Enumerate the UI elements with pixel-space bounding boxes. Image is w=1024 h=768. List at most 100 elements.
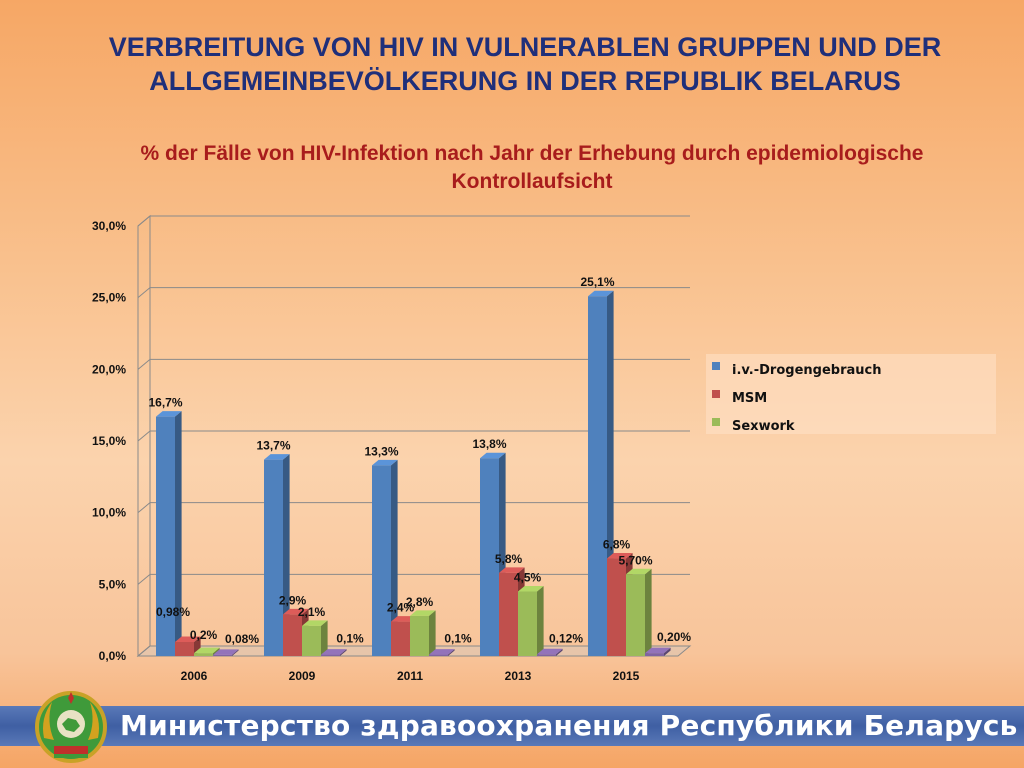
data-label: 0,1%: [336, 632, 364, 646]
bar-top: [588, 290, 614, 297]
gridline-diag: [137, 573, 151, 585]
bar-top: [372, 459, 398, 466]
x-tick-label: 2013: [505, 669, 532, 683]
data-label: 5,8%: [495, 552, 523, 566]
bar-side: [429, 610, 436, 656]
bar-side: [321, 620, 328, 656]
bar-top: [518, 586, 544, 592]
gridline-diag: [137, 645, 151, 657]
bar-general: [321, 654, 340, 656]
bar-top: [429, 649, 455, 655]
bar-general: [429, 654, 448, 656]
chart-subtitle: % der Fälle von HIV-Infektion nach Jahr …: [140, 142, 924, 193]
data-label: 13,7%: [256, 439, 290, 453]
bar-msm: [607, 558, 626, 656]
bar-idu: [372, 465, 391, 656]
bar-side: [448, 649, 455, 656]
bar-top: [194, 647, 220, 654]
bar-side: [283, 454, 290, 656]
y-tick-label: 25,0%: [92, 291, 126, 305]
bar-top: [499, 567, 525, 573]
bar-top: [321, 649, 347, 655]
bar-top: [302, 620, 328, 626]
bar-sexwork: [410, 615, 429, 656]
ministry-footer: Министерство здравоохранения Республики …: [120, 709, 1018, 742]
gridline-diag: [137, 430, 151, 442]
bar-idu: [480, 458, 499, 656]
bar-chart: 0,0% 5,0% 10,0% 15,0% 20,0% 25,0% 30,0% 16,7% 0,…: [92, 214, 996, 683]
bar-side: [556, 648, 563, 656]
y-tick-label: 15,0%: [92, 434, 126, 448]
data-label: 0,98%: [156, 605, 190, 619]
bar-sexwork: [626, 574, 645, 656]
legend-swatch: [712, 362, 720, 370]
bar-msm: [283, 614, 302, 656]
gridline-diag: [137, 358, 151, 370]
bar-top: [626, 568, 652, 575]
bar-top: [156, 411, 182, 417]
bar-top: [175, 636, 201, 642]
legend-label: MSM: [732, 391, 767, 406]
legend-label: Sexwork: [732, 419, 795, 434]
y-tick-label: 10,0%: [92, 506, 126, 520]
bar-idu: [264, 459, 283, 656]
y-tick-label: 0,0%: [99, 649, 127, 663]
data-label: 2,8%: [406, 595, 434, 609]
slide-title: VERBREITUNG VON HIV IN VULNERABLEN GRUPP…: [108, 32, 942, 96]
bar-idu: [156, 416, 175, 656]
bar-side: [232, 649, 239, 656]
bar-top: [213, 649, 239, 655]
bar-side: [391, 459, 398, 656]
bar-msm: [175, 641, 194, 656]
legend-swatch: [712, 390, 720, 398]
gridline-diag: [137, 215, 151, 227]
bar-general: [645, 653, 664, 656]
x-tick-label: 2006: [181, 669, 208, 683]
gridline-diag: [137, 287, 151, 299]
gridline-diag: [137, 502, 151, 514]
data-label: 2,1%: [298, 605, 326, 619]
data-label: 0,12%: [549, 631, 583, 645]
bar-sexwork: [302, 625, 321, 656]
data-label: 13,3%: [364, 444, 398, 458]
bar-msm: [391, 621, 410, 656]
bar-top: [607, 553, 633, 559]
belarus-emblem-icon: [35, 691, 107, 763]
data-label: 13,8%: [472, 437, 506, 451]
data-label: 4,5%: [514, 571, 542, 585]
data-label: 0,20%: [657, 630, 691, 644]
bar-side: [645, 568, 652, 656]
legend-box: [706, 354, 996, 434]
y-tick-label: 20,0%: [92, 362, 126, 376]
bar-sexwork: [518, 591, 537, 656]
data-label: 0,2%: [190, 628, 218, 642]
legend-swatch: [712, 418, 720, 426]
data-label: 16,7%: [148, 396, 182, 410]
bar-general: [213, 654, 232, 656]
y-tick-label: 5,0%: [99, 577, 127, 591]
bar-side: [537, 586, 544, 656]
bar-top: [537, 648, 563, 655]
bar-top: [410, 610, 436, 616]
data-label: 6,8%: [603, 538, 631, 552]
bar-top: [645, 647, 671, 654]
bar-sexwork: [194, 653, 213, 656]
bar-general: [537, 654, 556, 656]
data-label: 0,08%: [225, 632, 259, 646]
legend-label: i.v.-Drogengebrauch: [732, 363, 881, 378]
bar-top: [283, 608, 309, 615]
data-label: 2,4%: [387, 601, 415, 615]
data-label: 25,1%: [580, 275, 614, 289]
data-label: 5,70%: [618, 553, 652, 567]
bar-idu: [588, 296, 607, 656]
x-tick-label: 2011: [397, 669, 423, 683]
bar-top: [264, 454, 290, 460]
bar-side: [175, 411, 182, 656]
bar-side: [664, 647, 671, 656]
data-label: 2,9%: [279, 593, 307, 607]
footer-band: [0, 706, 1024, 746]
bar-msm: [499, 572, 518, 656]
x-tick-label: 2015: [613, 669, 640, 683]
bar-side: [340, 649, 347, 656]
bar-top: [480, 452, 506, 459]
